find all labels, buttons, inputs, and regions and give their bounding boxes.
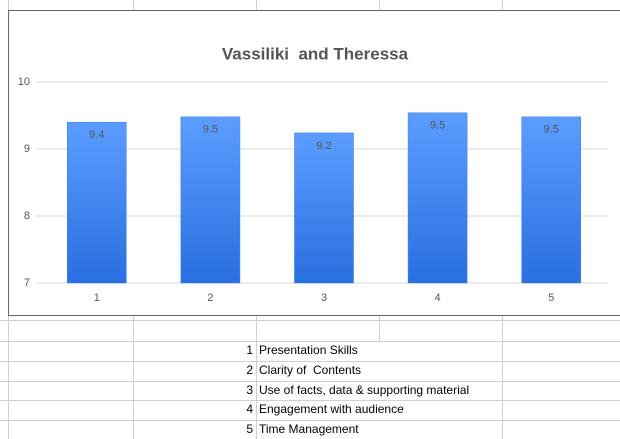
x-tick-label: 5 xyxy=(548,292,554,304)
y-tick-label: 8 xyxy=(24,210,30,222)
x-tick-label: 4 xyxy=(435,292,441,304)
data-label: 9.5 xyxy=(430,120,445,132)
x-tick-label: 3 xyxy=(321,292,327,304)
key-number: 5 xyxy=(246,422,253,436)
y-tick-label: 7 xyxy=(24,277,30,289)
bar xyxy=(67,121,127,284)
data-label: 9.4 xyxy=(89,129,104,141)
key-label: Clarity of Contents xyxy=(259,363,361,377)
y-tick-label: 10 xyxy=(18,76,30,88)
key-label: Engagement with audience xyxy=(259,402,404,416)
key-label: Time Management xyxy=(259,422,359,436)
bar xyxy=(180,116,241,284)
x-tick-label: 2 xyxy=(207,292,213,304)
y-tick-label: 9 xyxy=(24,143,30,155)
key-number: 3 xyxy=(246,383,253,397)
bar xyxy=(521,116,581,284)
bar xyxy=(407,112,468,284)
chart-title: Vassiliki and Theressa xyxy=(222,44,409,63)
data-label: 9.5 xyxy=(544,124,559,136)
key-label: Presentation Skills xyxy=(259,343,358,357)
x-tick-label: 1 xyxy=(94,292,100,304)
key-number: 1 xyxy=(246,343,253,357)
key-label: Use of facts, data & supporting material xyxy=(259,383,469,397)
data-label: 9.5 xyxy=(203,124,218,136)
key-number: 2 xyxy=(246,363,253,377)
key-number: 4 xyxy=(246,402,253,416)
data-label: 9.2 xyxy=(316,140,331,152)
bar xyxy=(294,132,354,284)
